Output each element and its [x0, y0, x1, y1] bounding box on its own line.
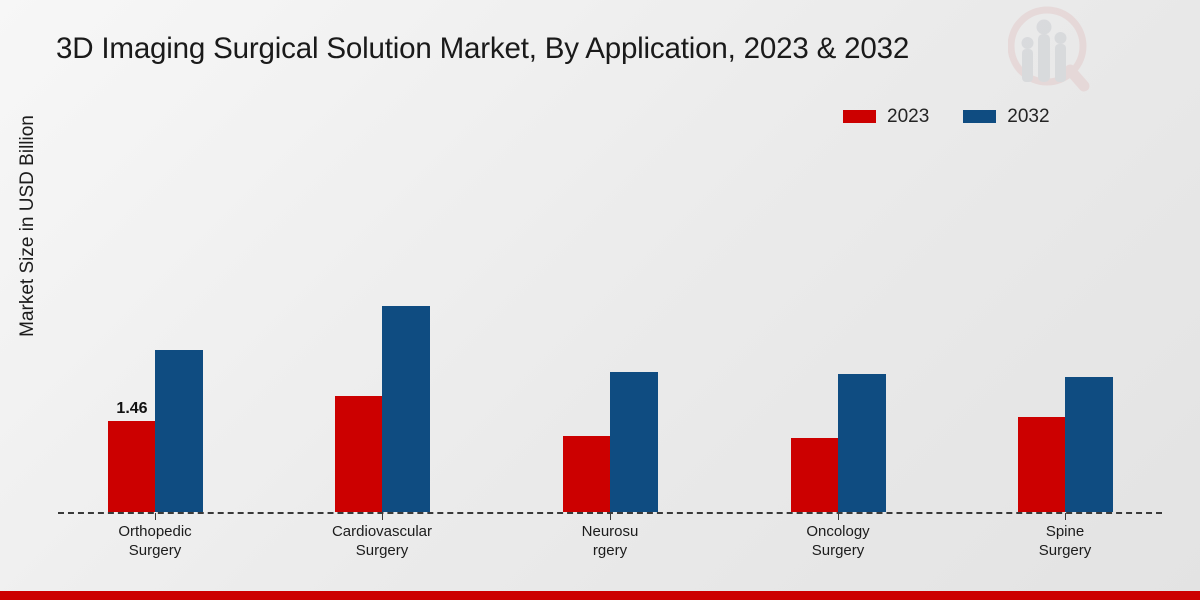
x-label-line-1: Neurosu [581, 523, 639, 540]
legend-swatch-2023 [843, 109, 876, 123]
x-label-orthopedic-surgery: Orthopedic Surgery [55, 522, 255, 560]
legend-swatch-2032 [963, 109, 997, 123]
x-label-neurosurgery: Neurosu rgery [510, 522, 710, 560]
bar-2023-oncology-surgery[interactable] [791, 438, 838, 512]
bar-2023-spine-surgery[interactable] [1018, 417, 1065, 512]
x-label-line-1: Spine [1045, 523, 1085, 540]
chart-title: 3D Imaging Surgical Solution Market, By … [56, 32, 910, 65]
x-label-line-1: Oncology [806, 523, 870, 540]
legend-label-2023: 2023 [887, 105, 930, 127]
x-label-line-2: Surgery [128, 542, 182, 559]
x-label-line-2: Surgery [355, 542, 409, 559]
footer-accent-bar [0, 591, 1200, 600]
x-label-line-2: Surgery [811, 542, 865, 559]
x-label-cardiovascular-surgery: Cardiovascular Surgery [282, 522, 482, 560]
x-tick-cardiovascular-surgery [382, 513, 383, 520]
x-label-oncology-surgery: Oncology Surgery [738, 522, 938, 560]
x-label-line-2: rgery [592, 542, 628, 559]
legend-item-2023[interactable]: 2023 [843, 107, 929, 126]
x-tick-spine-surgery [1065, 513, 1066, 520]
x-axis-baseline [58, 512, 1162, 514]
x-label-spine-surgery: Spine Surgery [965, 522, 1165, 560]
bar-2032-orthopedic-surgery[interactable] [155, 350, 203, 512]
x-label-line-1: Orthopedic [118, 523, 192, 540]
legend-item-2032[interactable]: 2032 [963, 105, 1050, 127]
bar-2032-oncology-surgery[interactable] [838, 374, 886, 512]
chart-legend: 2023 2032 [843, 104, 1050, 128]
bar-2023-orthopedic-surgery[interactable] [108, 421, 155, 512]
x-tick-neurosurgery [610, 513, 611, 520]
bar-2023-neurosurgery[interactable] [563, 436, 610, 512]
x-tick-oncology-surgery [838, 513, 839, 520]
bar-2032-neurosurgery[interactable] [610, 372, 658, 512]
bar-2032-spine-surgery[interactable] [1065, 377, 1113, 512]
legend-label-2032: 2032 [1007, 105, 1050, 127]
x-label-line-2: Surgery [1038, 542, 1092, 559]
x-tick-orthopedic-surgery [155, 513, 156, 520]
x-label-line-1: Cardiovascular [331, 523, 433, 540]
bar-2023-cardiovascular-surgery[interactable] [335, 396, 382, 512]
bar-value-2023-orthopedic-surgery: 1.46 [116, 400, 148, 417]
bar-2032-cardiovascular-surgery[interactable] [382, 306, 430, 512]
